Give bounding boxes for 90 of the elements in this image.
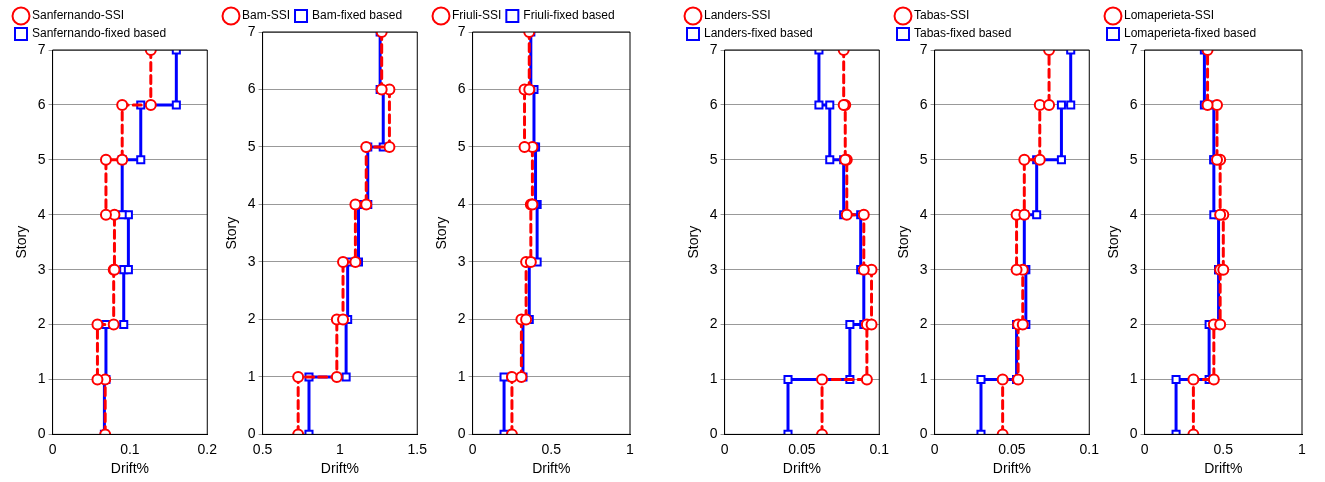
y-tick-label: 3 [457,252,466,269]
y-tick-label: 5 [457,137,466,154]
y-tick-label: 1 [457,367,466,384]
y-tick-label: 4 [709,205,718,222]
y-tick-label: 7 [247,22,256,39]
x-tick-label: 0.1 [869,440,890,457]
y-axis-title: Story [895,225,912,259]
y-tick-label: 6 [247,80,256,97]
y-tick-label: 6 [37,95,46,112]
x-tick-label: 0 [720,440,729,457]
legend-label: Landers-SSI [704,8,771,23]
y-tick-label: 4 [247,195,256,212]
legend-label: Bam-SSI [242,8,291,23]
y-tick-label: 5 [919,150,928,167]
x-tick-label: 0.5 [252,440,273,457]
y-tick-label: 4 [919,205,928,222]
x-axis-title: Drift% [1204,460,1243,477]
y-tick-label: 5 [1129,150,1138,167]
y-axis-title: Story [13,225,30,259]
x-tick-label: 1 [336,440,345,457]
x-tick-label: 0 [1140,440,1149,457]
y-tick-label: 1 [37,370,46,387]
y-tick-label: 0 [247,425,256,442]
y-tick-label: 3 [247,252,256,269]
legend-label: Friuli-SSI [452,8,502,23]
y-tick-label: 7 [37,40,46,57]
x-axis-title: Drift% [320,460,359,477]
y-tick-label: 2 [709,315,718,332]
y-tick-label: 0 [919,425,928,442]
y-tick-label: 5 [709,150,718,167]
x-axis-title: Drift% [532,460,571,477]
x-tick-label: 0 [468,440,477,457]
y-tick-label: 3 [1129,260,1138,277]
x-tick-label: 1.5 [407,440,428,457]
x-tick-label: 1 [1298,440,1307,457]
y-tick-label: 0 [37,425,46,442]
x-tick-label: 0.05 [788,440,816,457]
y-tick-label: 5 [37,150,46,167]
legend-label: Sanfernando-fixed based [32,26,167,41]
y-axis-title: Story [433,216,450,250]
y-tick-label: 0 [1129,425,1138,442]
y-tick-label: 7 [709,40,718,57]
y-tick-label: 0 [709,425,718,442]
x-tick-label: 0.05 [998,440,1026,457]
y-tick-label: 4 [1129,205,1138,222]
y-axis-title: Story [685,225,702,259]
y-tick-label: 6 [457,80,466,97]
y-tick-label: 1 [247,367,256,384]
y-tick-label: 3 [709,260,718,277]
legend-label: Tabas-fixed based [914,26,1012,41]
y-axis-title: Story [1105,225,1122,259]
y-tick-label: 7 [919,40,928,57]
x-tick-label: 0.1 [120,440,140,457]
y-tick-label: 1 [709,370,718,387]
x-tick-label: 0 [930,440,939,457]
y-tick-label: 2 [1129,315,1138,332]
y-tick-label: 7 [1129,40,1138,57]
x-axis-title: Drift% [110,460,149,477]
y-tick-label: 2 [37,315,46,332]
x-axis-title: Drift% [992,460,1031,477]
y-tick-label: 3 [37,260,46,277]
y-tick-label: 2 [457,310,466,327]
legend-label: Tabas-SSI [914,8,970,23]
y-tick-label: 0 [457,425,466,442]
y-tick-label: 2 [919,315,928,332]
y-tick-label: 6 [709,95,718,112]
y-tick-label: 4 [457,195,466,212]
y-tick-label: 7 [457,22,466,39]
y-tick-label: 1 [919,370,928,387]
x-tick-label: 1 [626,440,635,457]
y-axis-title: Story [223,216,240,250]
x-tick-label: 0 [48,440,57,457]
legend-label: Sanfernando-SSI [32,8,125,23]
legend-label: Lomaperieta-fixed based [1124,26,1257,41]
x-tick-label: 0.2 [197,440,218,457]
x-tick-label: 0.1 [1079,440,1100,457]
x-tick-label: 0.5 [541,440,562,457]
legend-label: Landers-fixed based [704,26,813,41]
y-tick-label: 4 [37,205,46,222]
y-tick-label: 6 [1129,95,1138,112]
legend-label: Friuli-fixed based [523,8,615,23]
y-tick-label: 6 [919,95,928,112]
legend-label: Bam-fixed based [312,8,403,23]
y-tick-label: 3 [919,260,928,277]
legend-label: Lomaperieta-SSI [1124,8,1215,23]
x-axis-title: Drift% [782,460,821,477]
y-tick-label: 2 [247,310,256,327]
y-tick-label: 1 [1129,370,1138,387]
y-tick-label: 5 [247,137,256,154]
x-tick-label: 0.5 [1213,440,1234,457]
